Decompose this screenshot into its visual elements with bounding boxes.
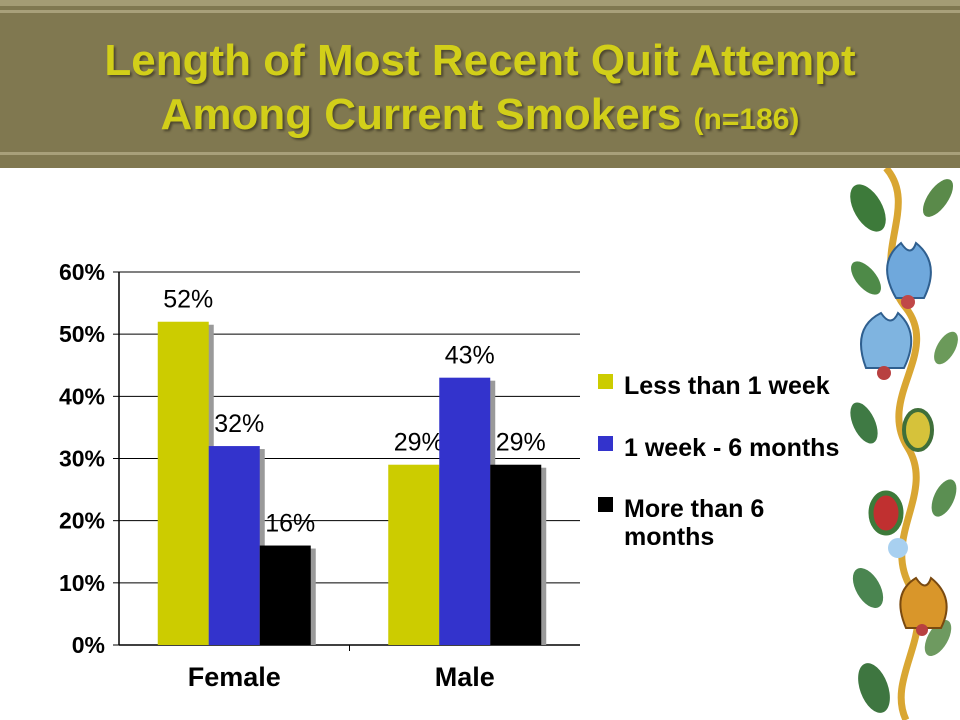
y-tick-label: 40% xyxy=(59,383,105,409)
y-tick-label: 10% xyxy=(59,570,105,596)
y-tick-label: 50% xyxy=(59,321,105,347)
legend-swatch xyxy=(598,497,613,512)
data-label: 32% xyxy=(214,410,264,438)
data-label: 29% xyxy=(394,429,444,457)
bar-female-1 xyxy=(208,446,260,645)
leaf-group xyxy=(850,179,958,713)
legend-label: 1 week - 6 months xyxy=(624,434,839,462)
slide-title: Length of Most Recent Quit Attempt Among… xyxy=(0,34,960,147)
y-tick-label: 60% xyxy=(59,259,105,285)
legend-label: Less than 1 week xyxy=(624,372,830,400)
legend-label: months xyxy=(624,523,714,551)
legend-swatch xyxy=(598,436,613,451)
title-line-2: Among Current Smokers (n=186) xyxy=(0,88,960,147)
data-label: 29% xyxy=(496,429,546,457)
data-label: 43% xyxy=(445,342,495,370)
x-category-label: Male xyxy=(435,662,495,692)
bar-female-0 xyxy=(157,321,209,645)
bar-male-1 xyxy=(439,377,491,645)
bar-chart: 0% 10% 20% 30% 40% 50% 60% 52% 32% 16% Female 29% 43… xyxy=(59,259,839,692)
x-category-label: Female xyxy=(188,662,281,692)
y-tick-label: 30% xyxy=(59,446,105,472)
bar-female-2 xyxy=(259,545,311,645)
title-banner xyxy=(0,0,960,168)
title-sample-size: (n=186) xyxy=(693,103,800,136)
legend-label: More than 6 xyxy=(624,495,764,523)
legend-swatch xyxy=(598,374,613,389)
bar-male-0 xyxy=(388,464,440,645)
title-line-2-text: Among Current Smokers xyxy=(160,90,682,139)
y-tick-label: 0% xyxy=(72,632,105,658)
flower-group xyxy=(860,241,948,636)
banner-top-rule xyxy=(0,10,960,13)
data-label: 16% xyxy=(265,510,315,538)
data-label: 52% xyxy=(163,286,213,314)
floral-border-decoration xyxy=(850,168,958,720)
y-tick-label: 20% xyxy=(59,508,105,534)
bar-male-2 xyxy=(490,464,542,645)
title-line-1: Length of Most Recent Quit Attempt xyxy=(104,36,856,85)
banner-bottom-rule xyxy=(0,152,960,155)
